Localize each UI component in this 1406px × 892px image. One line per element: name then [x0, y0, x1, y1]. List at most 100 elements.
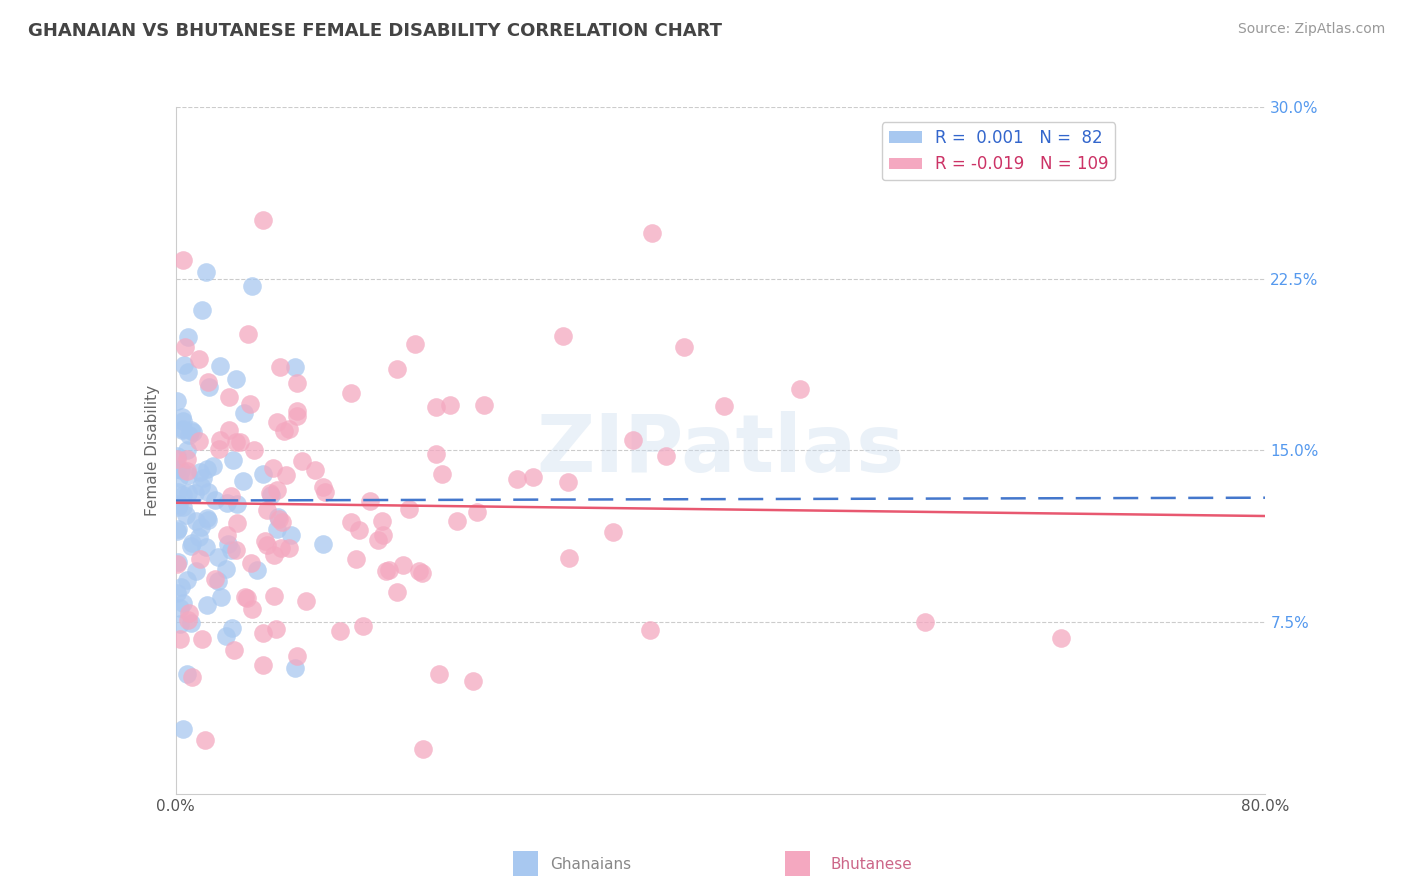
Point	[221, 489, 243, 503]
Point	[172, 722, 194, 736]
Point	[176, 365, 198, 379]
Point	[285, 404, 308, 418]
Point	[188, 531, 211, 545]
Point	[284, 660, 307, 674]
Point	[259, 486, 281, 500]
Point	[236, 327, 259, 342]
Point	[505, 472, 527, 486]
Point	[166, 500, 188, 515]
Point	[266, 483, 288, 497]
Point	[239, 397, 262, 411]
Point	[225, 372, 247, 386]
Point	[398, 501, 420, 516]
Point	[169, 617, 191, 632]
Point	[285, 648, 308, 663]
Point	[180, 535, 202, 549]
Point	[252, 213, 274, 227]
Point	[446, 514, 468, 528]
Point	[266, 415, 288, 429]
Point	[252, 626, 274, 640]
Point	[263, 590, 285, 604]
Text: Bhutanese: Bhutanese	[831, 857, 912, 872]
Point	[377, 563, 399, 577]
Point	[225, 434, 247, 449]
Point	[207, 574, 229, 588]
Point	[243, 443, 266, 458]
Point	[177, 606, 200, 620]
Point	[195, 598, 218, 612]
Point	[641, 226, 664, 240]
Point	[463, 673, 485, 688]
Point	[240, 556, 263, 570]
Point	[169, 632, 191, 647]
Point	[270, 515, 292, 529]
Point	[225, 497, 247, 511]
Point	[374, 564, 396, 578]
Point	[240, 602, 263, 616]
Point	[172, 488, 194, 502]
Point	[197, 375, 219, 389]
Point	[173, 340, 195, 354]
Y-axis label: Female Disability: Female Disability	[145, 384, 160, 516]
Point	[713, 399, 735, 413]
Point	[166, 452, 188, 467]
Point	[267, 509, 290, 524]
Point	[209, 590, 232, 604]
Point	[170, 580, 193, 594]
Point	[195, 540, 218, 554]
Point	[172, 409, 194, 424]
Point	[180, 670, 202, 684]
Point	[215, 528, 238, 542]
Point	[207, 442, 229, 456]
Point	[285, 376, 308, 390]
Point	[186, 564, 208, 578]
Point	[465, 506, 488, 520]
Point	[188, 552, 211, 566]
Point	[179, 428, 201, 442]
Point	[172, 596, 194, 610]
Point	[242, 279, 264, 293]
Point	[229, 435, 252, 450]
Point	[167, 555, 190, 569]
Point	[264, 622, 287, 636]
Point	[273, 424, 295, 438]
Point	[311, 480, 333, 494]
Point	[209, 359, 232, 373]
Point	[166, 462, 188, 476]
Point	[391, 558, 413, 572]
Point	[215, 562, 238, 576]
Point	[180, 539, 202, 553]
Point	[166, 586, 188, 600]
Point	[218, 423, 240, 437]
Point	[232, 474, 254, 488]
Point	[602, 525, 624, 540]
Point	[176, 442, 198, 457]
Point	[204, 572, 226, 586]
Point	[385, 585, 408, 599]
Point	[274, 468, 297, 483]
Point	[177, 613, 200, 627]
Point	[215, 629, 238, 643]
Point	[294, 594, 316, 608]
Point	[173, 358, 195, 372]
Point	[233, 591, 256, 605]
Legend: R =  0.001   N =  82, R = -0.019   N = 109: R = 0.001 N = 82, R = -0.019 N = 109	[882, 122, 1115, 180]
Point	[270, 541, 292, 556]
Point	[191, 303, 214, 318]
Point	[304, 463, 326, 477]
Point	[170, 463, 193, 477]
Point	[201, 458, 224, 473]
Point	[204, 493, 226, 508]
Point	[191, 471, 214, 485]
Point	[233, 406, 256, 420]
Point	[194, 265, 217, 279]
Point	[176, 573, 198, 587]
Point	[167, 471, 190, 485]
Text: ZIPatlas: ZIPatlas	[537, 411, 904, 490]
Point	[340, 386, 363, 401]
Point	[522, 470, 544, 484]
Point	[167, 485, 190, 500]
Point	[269, 360, 291, 375]
Point	[226, 516, 249, 531]
Point	[353, 619, 375, 633]
